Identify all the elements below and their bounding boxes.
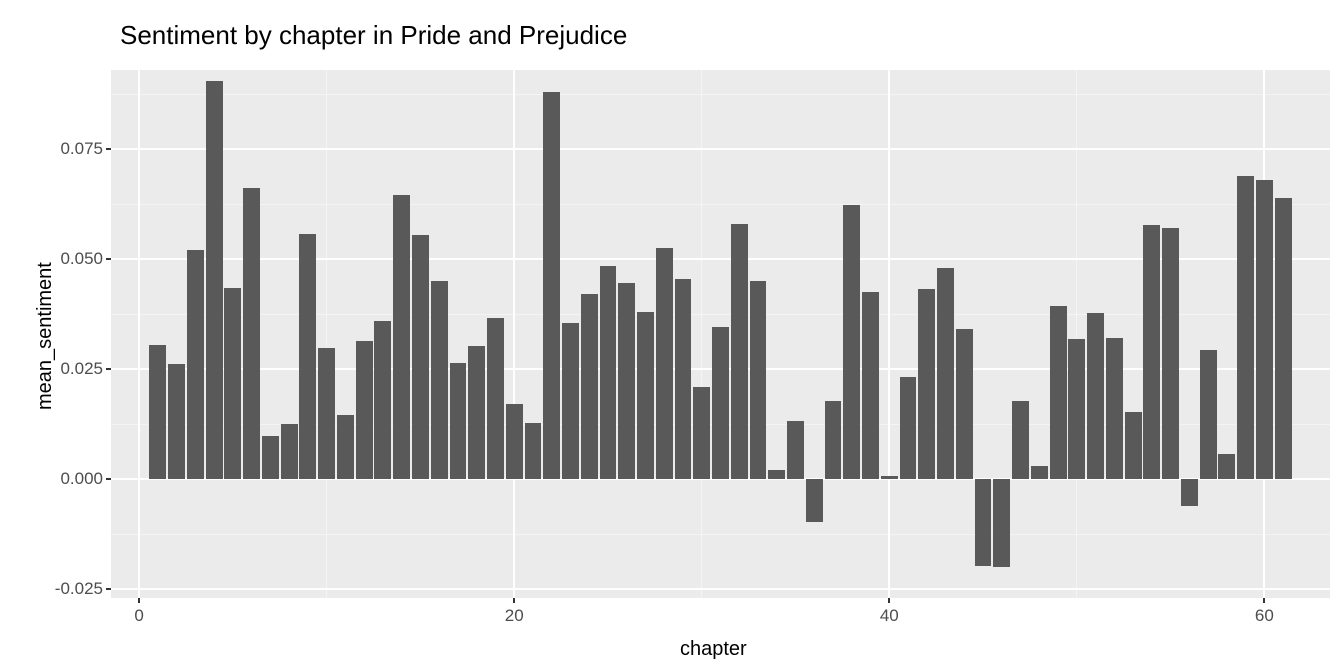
- chart-title: Sentiment by chapter in Pride and Prejud…: [120, 20, 627, 51]
- bar: [900, 377, 917, 479]
- bar: [1106, 338, 1123, 480]
- bar: [431, 281, 448, 479]
- bar: [975, 479, 992, 566]
- bar: [149, 345, 166, 479]
- bar: [862, 292, 879, 479]
- bar: [262, 436, 279, 479]
- bar: [374, 321, 391, 479]
- bar: [581, 294, 598, 479]
- y-tick-label: 0.075: [60, 139, 103, 159]
- bar: [656, 248, 673, 479]
- bar: [1237, 176, 1254, 479]
- grid-major-v: [138, 70, 140, 598]
- bar: [356, 341, 373, 480]
- bar: [881, 476, 898, 479]
- bar: [618, 283, 635, 479]
- y-tick-label: 0.050: [60, 249, 103, 269]
- bar: [412, 235, 429, 479]
- bar: [675, 279, 692, 479]
- bar: [299, 234, 316, 480]
- x-axis-title: chapter: [680, 638, 747, 661]
- grid-major-v: [888, 70, 890, 598]
- bar: [731, 224, 748, 479]
- bar: [337, 415, 354, 479]
- bar: [468, 346, 485, 479]
- bar: [1162, 228, 1179, 479]
- bar: [543, 92, 560, 479]
- bar: [768, 470, 785, 479]
- bar: [506, 404, 523, 480]
- bar: [937, 268, 954, 479]
- bar: [600, 266, 617, 479]
- grid-major-h: [111, 588, 1330, 590]
- x-tick-label: 40: [874, 606, 904, 626]
- bar: [825, 401, 842, 479]
- bar: [637, 312, 654, 479]
- bar: [750, 281, 767, 479]
- bar: [318, 348, 335, 479]
- x-tick-label: 20: [499, 606, 529, 626]
- bar: [787, 421, 804, 480]
- bar: [693, 387, 710, 479]
- bar: [1012, 401, 1029, 479]
- bar: [487, 318, 504, 479]
- y-tick-mark: [106, 588, 111, 590]
- y-tick-label: -0.025: [55, 579, 103, 599]
- grid-major-h: [111, 148, 1330, 150]
- bar: [525, 423, 542, 479]
- bar: [1125, 412, 1142, 479]
- y-tick-mark: [106, 258, 111, 260]
- x-tick-label: 60: [1249, 606, 1279, 626]
- bar: [1068, 339, 1085, 479]
- bar: [1143, 225, 1160, 479]
- bar: [243, 188, 260, 479]
- x-tick-mark: [138, 598, 140, 603]
- grid-minor-h: [111, 534, 1330, 535]
- bar: [843, 205, 860, 479]
- bar: [1256, 180, 1273, 479]
- y-tick-mark: [106, 148, 111, 150]
- bar: [393, 195, 410, 479]
- bar: [206, 81, 223, 479]
- x-tick-mark: [513, 598, 515, 603]
- bar: [168, 364, 185, 479]
- bar: [1087, 313, 1104, 479]
- bar: [993, 479, 1010, 567]
- bar: [224, 288, 241, 479]
- x-tick-mark: [888, 598, 890, 603]
- bar: [450, 363, 467, 480]
- bar: [918, 289, 935, 479]
- bar: [281, 424, 298, 479]
- bar: [1050, 306, 1067, 479]
- x-tick-mark: [1263, 598, 1265, 603]
- bar: [1200, 350, 1217, 479]
- bar: [1031, 466, 1048, 479]
- bar: [1218, 454, 1235, 479]
- bar: [1275, 198, 1292, 480]
- grid-minor-h: [111, 94, 1330, 95]
- grid-major-v: [513, 70, 515, 598]
- y-tick-label: 0.025: [60, 359, 103, 379]
- bar: [806, 479, 823, 522]
- grid-minor-h: [111, 204, 1330, 205]
- bar: [956, 329, 973, 479]
- x-tick-label: 0: [124, 606, 154, 626]
- y-tick-mark: [106, 478, 111, 480]
- y-tick-mark: [106, 368, 111, 370]
- y-axis-title: mean_sentiment: [34, 262, 57, 410]
- bar: [712, 327, 729, 479]
- bar: [1181, 479, 1198, 506]
- bar: [562, 323, 579, 479]
- y-tick-label: 0.000: [60, 469, 103, 489]
- bar: [187, 250, 204, 480]
